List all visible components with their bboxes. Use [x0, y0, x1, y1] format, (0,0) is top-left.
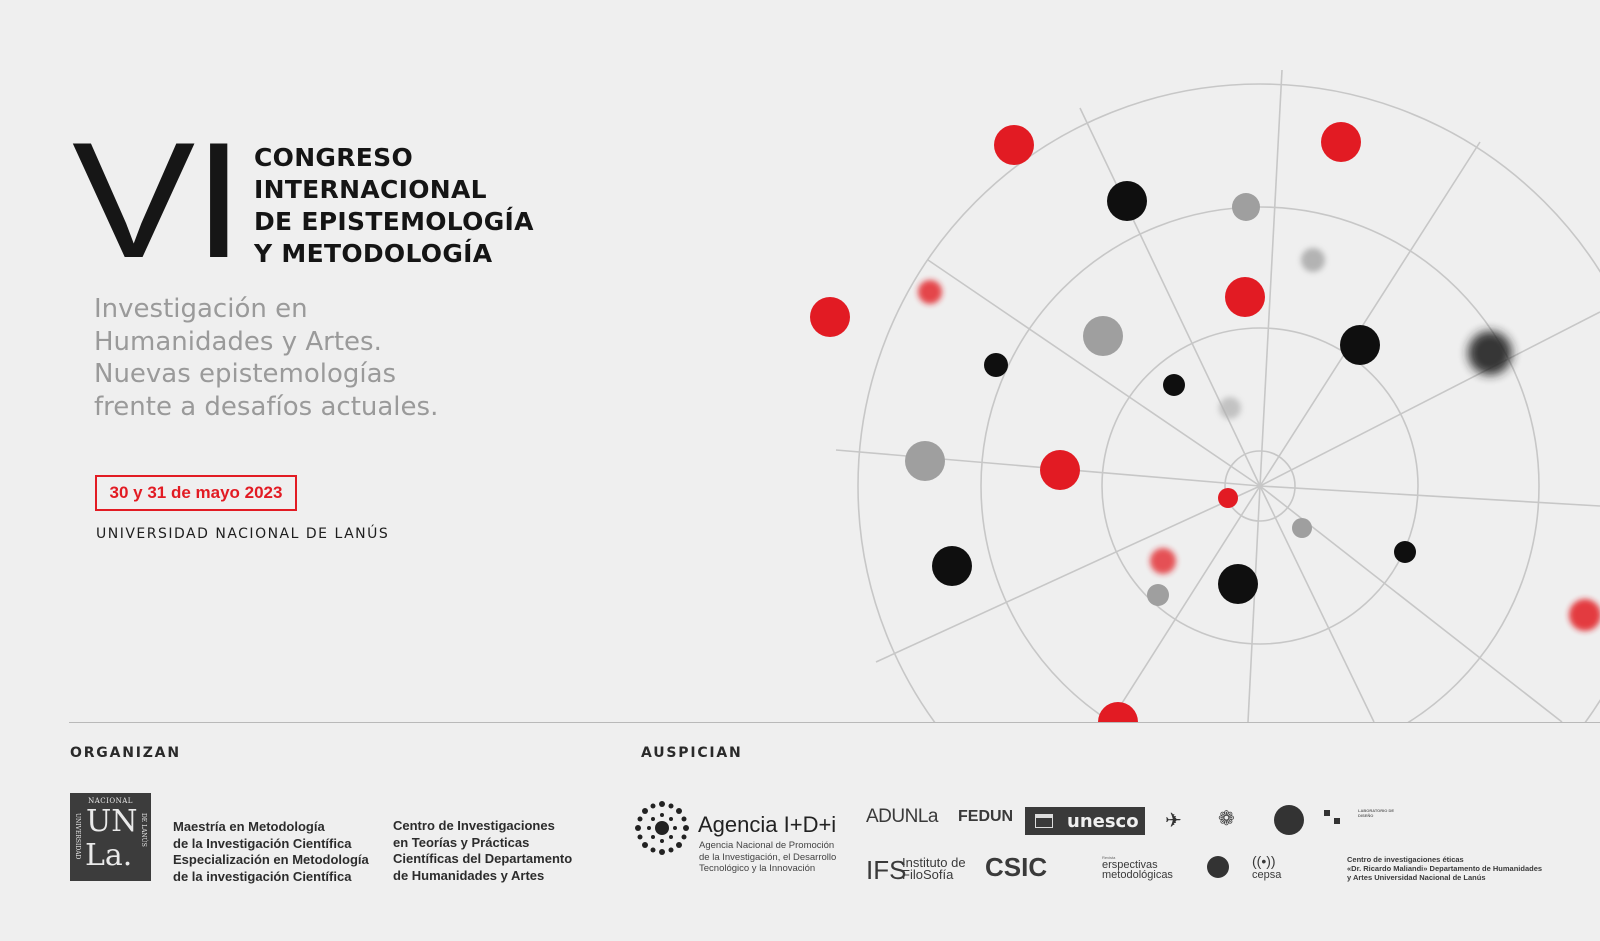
subtitle-line-4: frente a desafíos actuales. [94, 391, 439, 422]
congress-title: CONGRESO INTERNACIONAL DE EPISTEMOLOGÍA … [254, 142, 534, 270]
agencia-name: Agencia I+D+i [698, 812, 837, 837]
ring-center [1224, 450, 1296, 522]
cepsa-logo: ((•)) cepsa [1252, 853, 1282, 881]
organizer-maestria: Maestría en Metodología de la Investigac… [173, 819, 369, 884]
adunla-logo: ADUNLa [866, 806, 938, 827]
organizan-label: ORGANIZAN [70, 745, 181, 761]
agencia-description: Agencia Nacional de Promoción de la Inve… [699, 840, 837, 874]
edition-roman-numeral: VI [72, 108, 244, 292]
fedun-logo: FEDUN [958, 808, 1014, 825]
host-university: UNIVERSIDAD NACIONAL DE LANÚS [96, 526, 390, 542]
subtitle-line-3: Nuevas epistemologías [94, 359, 397, 389]
floral-sponsor-icon: ❁ [1218, 808, 1235, 830]
radial-spokes [835, 70, 1600, 722]
seal-sponsor-icon [1274, 805, 1304, 835]
centro-eticas-logo: Centro de investigaciones éticas «Dr. Ri… [1347, 855, 1543, 882]
bird-sponsor-icon: ✈ [1165, 810, 1182, 832]
ifs-logo: IFS [866, 855, 907, 885]
subtitle-line-1: Investigación en [94, 294, 308, 324]
title-line-4: Y METODOLOGÍA [254, 239, 493, 268]
subtitle-line-2: Humanidades y Artes. [94, 326, 382, 357]
organizer-centro-investigaciones: Centro de Investigaciones en Teorías y P… [393, 818, 573, 883]
perspectivas-logo: Revista erspectivas metodológicas [1102, 855, 1173, 881]
unesco-logo: unesco [1025, 807, 1145, 835]
lad-squares-icon [1324, 810, 1330, 816]
radial-dots-graphic [810, 70, 1600, 722]
auspician-label: AUSPICIAN [641, 745, 743, 761]
circle-sponsor-icon [1207, 856, 1229, 878]
unla-logo: NACIONAL UNIVERSIDAD UN La. DE LANÚS [70, 793, 151, 881]
title-line-3: DE EPISTEMOLOGÍA [254, 207, 534, 236]
title-line-1: CONGRESO [254, 143, 414, 172]
ring-1 [1101, 327, 1419, 645]
ifs-subtitle: Instituto de FiloSofía [902, 855, 966, 882]
congress-subtitle: Investigación en Humanidades y Artes. Nu… [94, 293, 438, 423]
unesco-temple-icon [1035, 814, 1053, 828]
ring-3 [857, 83, 1600, 722]
csic-logo: CSIC [985, 852, 1048, 882]
cepsa-signal-icon: ((•)) [1252, 853, 1276, 869]
event-date-badge: 30 y 31 de mayo 2023 [95, 475, 297, 511]
footer-divider [69, 722, 1600, 723]
agencia-burst-icon [635, 801, 689, 855]
title-line-2: INTERNACIONAL [254, 175, 487, 204]
